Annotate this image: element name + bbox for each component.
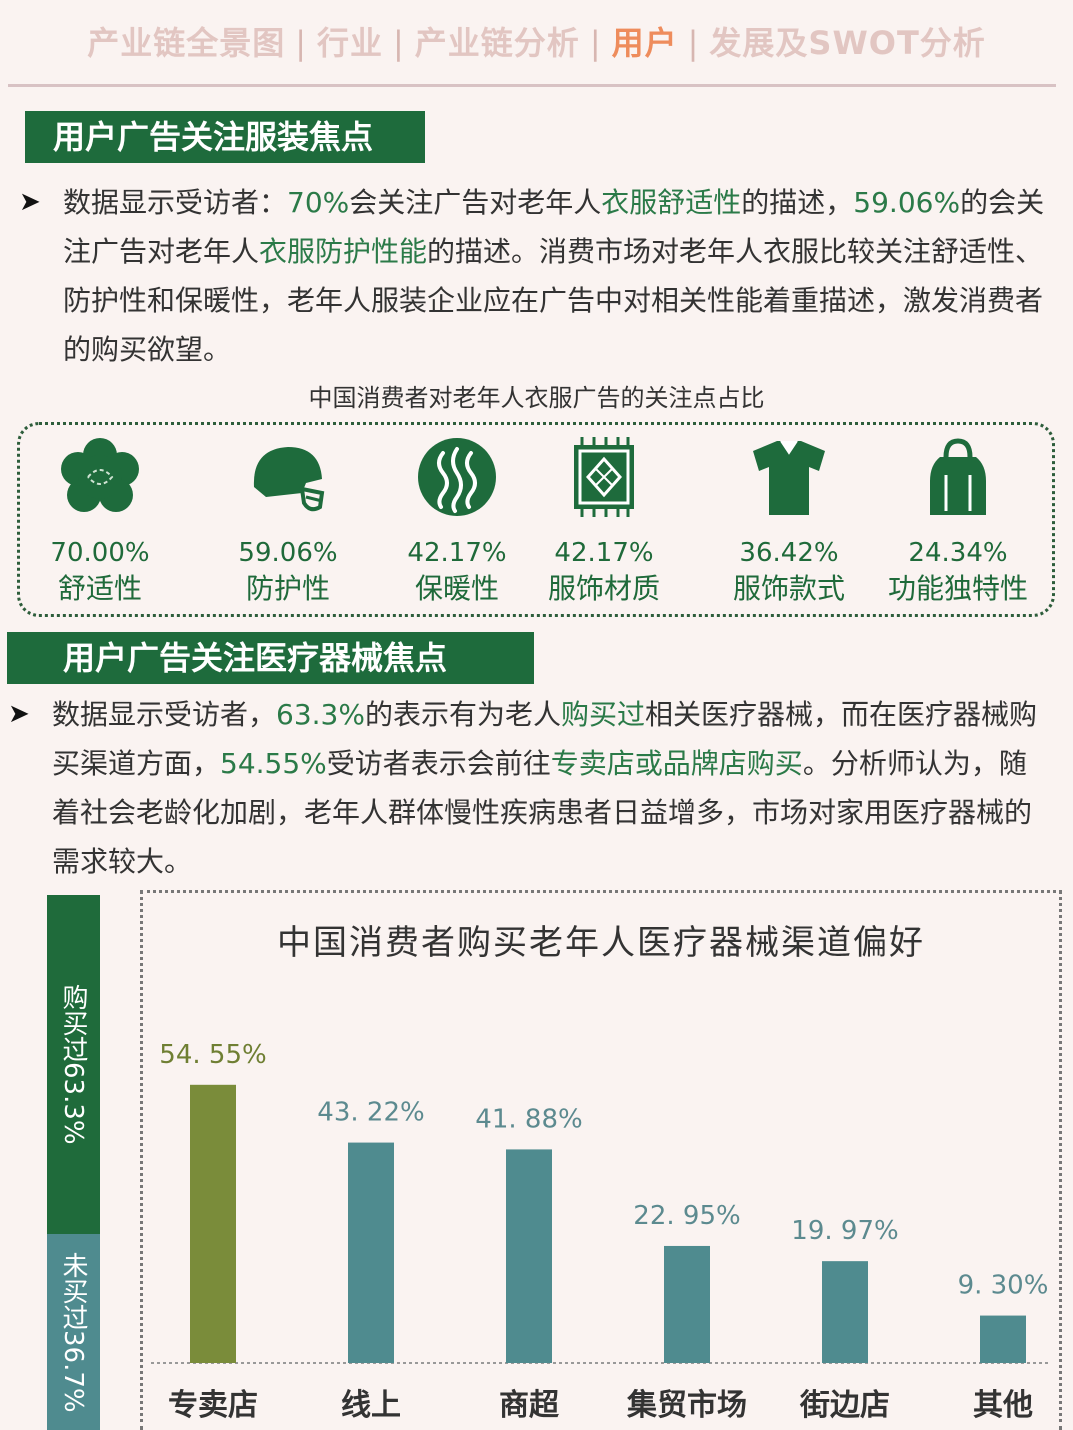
- chart-title: 中国消费者购买老年人医疗器械渠道偏好: [277, 923, 925, 963]
- category-label: 线上: [341, 1388, 401, 1423]
- channel-chart: 中国消费者购买老年人医疗器械渠道偏好 54. 55% 专卖店 43. 22% 线上 41…: [140, 890, 1062, 1430]
- not-bought-label: 未买过36.7%: [58, 1251, 88, 1413]
- section1-title: 用户广告关注服装焦点: [25, 111, 425, 163]
- bought-label: 购买过63.3%: [58, 984, 88, 1145]
- clothing-chart-caption: 中国消费者对老年人衣服广告的关注点占比: [308, 384, 765, 412]
- category-label: 其他: [973, 1388, 1033, 1423]
- nav-separator: |: [589, 24, 602, 62]
- focus-label: 舒适性: [57, 572, 142, 605]
- category-label: 集贸市场: [626, 1388, 747, 1423]
- focus-item-warmth: 42.17% 保暖性: [377, 435, 537, 609]
- shirt-icon: [753, 440, 825, 515]
- nav-item-panorama[interactable]: 产业链全景图: [87, 24, 286, 62]
- clothing-focus-panel: 70.00% 舒适性 59.06% 防护性 42.17% 保暖性: [17, 422, 1055, 617]
- nav-item-swot[interactable]: 发展及SWOT分析: [709, 24, 986, 62]
- focus-label: 服饰材质: [547, 572, 660, 605]
- bullet-arrow-icon: ➤: [19, 187, 41, 217]
- fabric-tag-icon: [574, 437, 634, 517]
- nav-item-chain-analysis[interactable]: 产业链分析: [414, 24, 580, 62]
- helmet-icon: [253, 447, 325, 512]
- top-nav: 产业链全景图 | 行业 | 产业链分析 | 用户 | 发展及SWOT分析: [0, 18, 1073, 64]
- bar-3: [506, 1149, 552, 1363]
- focus-value: 70.00%: [50, 538, 150, 568]
- bought-segment: 购买过63.3%: [47, 895, 100, 1234]
- bar-2: [348, 1142, 394, 1363]
- not-bought-segment: 未买过36.7%: [47, 1233, 100, 1430]
- bullet-arrow-icon: ➤: [8, 699, 30, 729]
- category-label: 专卖店: [168, 1388, 258, 1423]
- focus-item-protection: 59.06% 防护性: [208, 435, 368, 609]
- channel-bar-chart: 54. 55% 专卖店 43. 22% 线上 41. 88% 商超 22. 95% 集贸市场 1…: [151, 1040, 1051, 1423]
- focus-item-material: 42.17% 服饰材质: [524, 435, 684, 609]
- section2-title: 用户广告关注医疗器械焦点: [7, 632, 534, 684]
- bar-value-label: 41. 88%: [475, 1104, 582, 1134]
- section1-paragraph: ➤ 数据显示受访者：70%会关注广告对老年人衣服舒适性的描述，59.06%的会关注…: [19, 178, 1048, 374]
- focus-label: 功能独特性: [887, 572, 1028, 605]
- focus-value: 42.17%: [554, 538, 654, 568]
- focus-label: 防护性: [245, 572, 330, 605]
- nav-item-users[interactable]: 用户: [611, 24, 678, 62]
- bar-value-label: 9. 30%: [958, 1271, 1049, 1301]
- bar-5: [822, 1261, 868, 1363]
- nav-separator: |: [687, 24, 700, 62]
- nav-item-industry[interactable]: 行业: [317, 24, 384, 62]
- focus-label: 服饰款式: [732, 572, 845, 605]
- nav-separator: |: [393, 24, 405, 62]
- focus-label: 保暖性: [414, 572, 499, 605]
- bar-value-label: 43. 22%: [317, 1098, 424, 1128]
- focus-value: 36.42%: [739, 538, 839, 568]
- nav-separator: |: [295, 24, 307, 62]
- focus-item-style: 36.42% 服饰款式: [709, 435, 869, 609]
- cotton-flower-icon: [61, 438, 139, 512]
- focus-item-comfort: 70.00% 舒适性: [20, 435, 180, 609]
- bar-value-label: 19. 97%: [791, 1216, 898, 1246]
- focus-value: 59.06%: [238, 538, 338, 568]
- bar-value-label: 54. 55%: [159, 1040, 266, 1070]
- heat-waves-icon: [418, 438, 496, 516]
- bar-value-label: 22. 95%: [633, 1201, 740, 1231]
- purchase-share-bar: 购买过63.3% 未买过36.7%: [47, 895, 100, 1430]
- bag-icon: [930, 438, 986, 515]
- category-label: 商超: [499, 1388, 560, 1423]
- bar-1: [190, 1084, 236, 1363]
- section2-paragraph: ➤ 数据显示受访者，63.3%的表示有为老人购买过相关医疗器械，而在医疗器械购买渠…: [8, 690, 1037, 886]
- bar-6: [980, 1315, 1026, 1363]
- focus-value: 24.34%: [908, 538, 1008, 568]
- category-label: 街边店: [799, 1388, 890, 1423]
- focus-item-unique-function: 24.34% 功能独特性: [878, 435, 1038, 609]
- bar-4: [664, 1245, 710, 1363]
- focus-value: 42.17%: [407, 538, 507, 568]
- nav-divider: [8, 84, 1056, 87]
